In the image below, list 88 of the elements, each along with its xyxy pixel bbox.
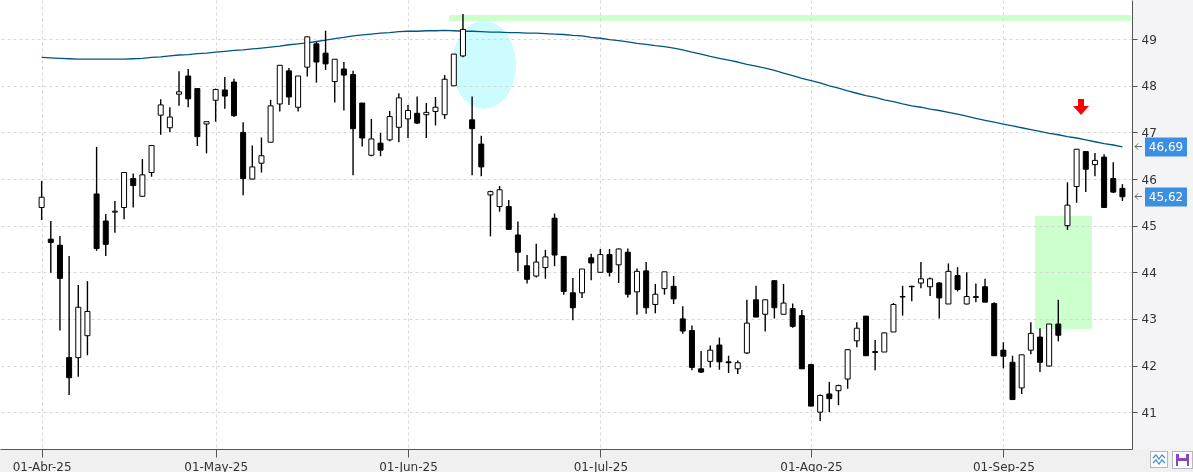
y-tick-label: 46 <box>1141 172 1157 187</box>
candlestick <box>972 282 979 303</box>
candlestick <box>157 98 164 136</box>
candlestick <box>633 267 640 316</box>
candlestick <box>927 276 934 297</box>
candlestick <box>139 158 146 198</box>
candlestick <box>487 190 494 238</box>
candlestick <box>47 220 54 274</box>
candlestick <box>1000 341 1007 370</box>
candlestick <box>496 185 503 213</box>
candlestick <box>505 199 512 231</box>
candlestick <box>514 220 521 273</box>
candlestick <box>533 243 540 279</box>
candlestick <box>185 68 192 108</box>
candlestick <box>954 266 961 293</box>
candlestick <box>386 110 393 142</box>
y-tick-label: 47 <box>1141 125 1157 140</box>
candlestick <box>1055 299 1062 342</box>
y-tick-label: 44 <box>1141 265 1157 280</box>
line-series <box>40 29 1124 148</box>
y-tick-label: 42 <box>1141 359 1157 374</box>
candlestick <box>963 271 970 306</box>
candlestick <box>1064 181 1071 231</box>
candlestick <box>524 254 531 285</box>
candlestick <box>176 70 183 107</box>
candlestick <box>569 277 576 322</box>
candlestick <box>917 261 924 289</box>
candlestick <box>377 132 384 157</box>
y-tick-label: 49 <box>1141 32 1157 47</box>
candlestick <box>212 87 219 123</box>
candlestick <box>469 95 476 177</box>
x-tick-label: 01-Abr-25 <box>12 459 72 472</box>
candlestick <box>817 393 824 422</box>
candlestick <box>652 283 659 315</box>
candlestick <box>102 213 109 257</box>
candlestick <box>111 200 118 234</box>
candlestick <box>130 172 137 209</box>
y-tick-label: 43 <box>1141 312 1157 327</box>
text: 45,62 <box>1148 190 1184 204</box>
candlestick <box>1110 161 1117 194</box>
candlestick <box>221 76 228 110</box>
candlestick <box>615 247 622 284</box>
candlestick <box>1091 152 1098 177</box>
candlestick <box>340 61 347 112</box>
candlestick <box>258 136 265 174</box>
candlestick <box>872 339 879 371</box>
y-tick-label: 48 <box>1141 79 1157 94</box>
candlestick <box>423 102 430 139</box>
candlestick <box>762 299 769 333</box>
candlestick <box>432 96 439 127</box>
candlestick <box>588 252 595 281</box>
candlestick <box>38 180 45 221</box>
candlestick <box>826 381 833 413</box>
candlestick <box>249 144 256 181</box>
candlestick <box>780 283 787 315</box>
y-tick-label: 41 <box>1141 405 1157 420</box>
candlestick <box>670 275 677 305</box>
candlestick <box>881 331 888 353</box>
candlestick <box>331 58 338 104</box>
candlestick <box>478 134 485 177</box>
candlestick <box>322 30 329 71</box>
candlestick <box>853 321 860 349</box>
candlestick <box>753 285 760 318</box>
x-tick-label: 01-Jul-25 <box>573 459 629 472</box>
candlestick <box>606 248 613 278</box>
x-tick-label: 01-Jun-25 <box>379 459 438 472</box>
candlestick <box>313 41 320 84</box>
candlestick <box>1082 150 1089 193</box>
candlestick <box>597 248 604 273</box>
candlestick <box>899 285 906 317</box>
candlestick <box>414 95 421 125</box>
candlestick <box>661 271 668 296</box>
candlestick <box>1027 321 1034 356</box>
candlestick <box>203 120 210 155</box>
candlestick <box>166 106 173 133</box>
candlestick <box>579 268 586 299</box>
candlestick <box>405 104 411 139</box>
candlestick <box>368 118 375 157</box>
candlestick <box>716 336 723 371</box>
candlestick <box>982 278 989 303</box>
candlestick <box>789 302 796 329</box>
candlestick <box>66 255 73 396</box>
candlestick <box>936 281 943 320</box>
text: 46,69 <box>1148 140 1184 154</box>
y-tick-label: 45 <box>1141 219 1157 234</box>
candlestick <box>679 305 686 335</box>
candlestick <box>542 249 549 280</box>
candlestick <box>707 344 714 369</box>
